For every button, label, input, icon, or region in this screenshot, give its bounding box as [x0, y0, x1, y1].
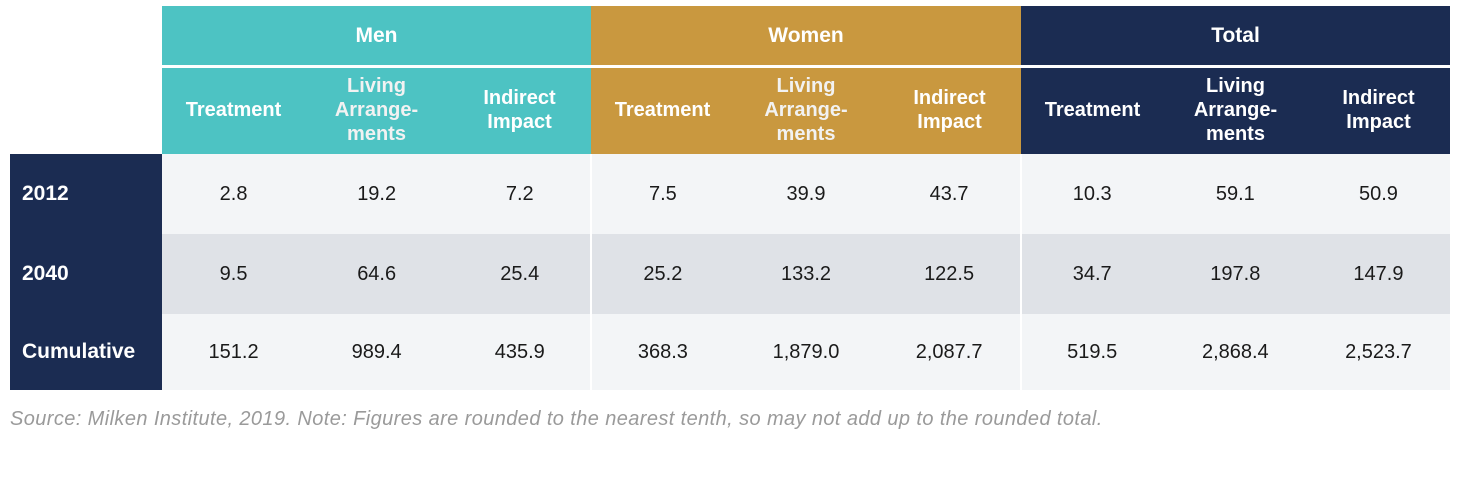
subheader-women-treatment: Treatment: [591, 66, 734, 154]
table-cell: 133.2: [734, 234, 878, 314]
group-header-women: Women: [591, 6, 1021, 66]
source-note: Source: Milken Institute, 2019. Note: Fi…: [10, 408, 1103, 430]
table-cell: 10.3: [1020, 154, 1164, 234]
table-cell: 64.6: [305, 234, 449, 314]
table-cell: 2,868.4: [1163, 314, 1307, 390]
table-cell: 34.7: [1020, 234, 1164, 314]
row-header-2040: 2040: [10, 234, 162, 314]
subheader-men-living: Living Arrange- ments: [305, 66, 448, 154]
group-header-men: Men: [162, 6, 591, 66]
subheader-total-treatment: Treatment: [1021, 66, 1164, 154]
subheader-women-indirect: Indirect Impact: [878, 66, 1021, 154]
subheader-total-indirect: Indirect Impact: [1307, 66, 1450, 154]
table-row-cumulative: Cumulative 151.2 989.4 435.9 368.3 1,879…: [10, 314, 1450, 390]
table-cell: 989.4: [305, 314, 449, 390]
table-cell: 9.5: [162, 234, 306, 314]
table-cell: 50.9: [1306, 154, 1450, 234]
header-divider: [162, 65, 1450, 68]
subheader-total-living: Living Arrange- ments: [1164, 66, 1307, 154]
row-header-cumulative: Cumulative: [10, 314, 162, 390]
table-cell: 25.2: [591, 234, 735, 314]
group-divider-line: [590, 154, 592, 390]
table-cell: 435.9: [448, 314, 592, 390]
table-cell: 7.5: [591, 154, 735, 234]
table-cell: 39.9: [734, 154, 878, 234]
table-cell: 147.9: [1306, 234, 1450, 314]
table-cell: 2,087.7: [877, 314, 1021, 390]
subheader-row: Treatment Living Arrange- ments Indirect…: [162, 66, 1450, 154]
table-cell: 59.1: [1163, 154, 1307, 234]
table-cell: 19.2: [305, 154, 449, 234]
table-cell: 2,523.7: [1306, 314, 1450, 390]
table-cell: 43.7: [877, 154, 1021, 234]
table-cell: 197.8: [1163, 234, 1307, 314]
table-cell: 1,879.0: [734, 314, 878, 390]
group-divider-line: [1020, 154, 1022, 390]
table-cell: 25.4: [448, 234, 592, 314]
table-row-2012: 2012 2.8 19.2 7.2 7.5 39.9 43.7 10.3 59.…: [10, 154, 1450, 234]
table-row-2040: 2040 9.5 64.6 25.4 25.2 133.2 122.5 34.7…: [10, 234, 1450, 314]
subheader-men-indirect: Indirect Impact: [448, 66, 591, 154]
table-cell: 2.8: [162, 154, 306, 234]
table-cell: 519.5: [1020, 314, 1164, 390]
table-cell: 151.2: [162, 314, 306, 390]
group-header-row: Men Women Total: [162, 6, 1450, 66]
table-cell: 7.2: [448, 154, 592, 234]
table-cell: 122.5: [877, 234, 1021, 314]
subheader-women-living: Living Arrange- ments: [734, 66, 878, 154]
group-header-total: Total: [1021, 6, 1450, 66]
row-header-2012: 2012: [10, 154, 162, 234]
table-cell: 368.3: [591, 314, 735, 390]
subheader-men-treatment: Treatment: [162, 66, 305, 154]
